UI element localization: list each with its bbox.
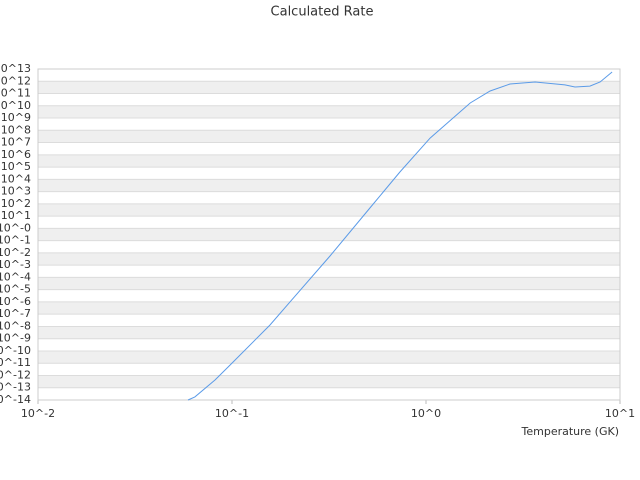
y-tick-label: 10^-4	[0, 270, 31, 283]
y-tick-label: 10^1	[1, 209, 31, 222]
grid-band	[38, 314, 620, 327]
grid-band	[38, 154, 620, 168]
grid-band	[38, 228, 620, 241]
x-tick-label: 10^-1	[215, 407, 249, 420]
y-tick-label: 10^-14	[0, 393, 31, 406]
y-tick-label: 10^7	[1, 136, 31, 149]
grid-band	[38, 203, 620, 217]
x-tick-label: 10^1	[605, 407, 635, 420]
y-tick-label: 10^3	[1, 185, 31, 198]
grid-band	[38, 142, 620, 155]
grid-band	[38, 265, 620, 278]
y-tick-label: 10^11	[0, 87, 31, 100]
x-axis-label: Temperature (GK)	[521, 425, 620, 438]
grid-band	[38, 179, 620, 192]
data-line	[187, 71, 613, 401]
grid-band	[38, 363, 620, 376]
grid-band	[38, 69, 620, 82]
grid-band	[38, 118, 620, 131]
y-tick-label: 10^-11	[0, 356, 31, 369]
y-tick-label: 10^8	[1, 123, 31, 136]
grid-band	[38, 375, 620, 388]
grid-band	[38, 81, 620, 94]
grid-band	[38, 191, 620, 204]
y-tick-label: 10^-13	[0, 381, 31, 394]
grid-band	[38, 105, 620, 119]
y-tick-label: 10^13	[0, 62, 31, 75]
grid-band	[38, 216, 620, 229]
grid-band	[38, 240, 620, 253]
y-tick-label: 10^-6	[0, 295, 31, 308]
grid-band	[38, 130, 620, 143]
grid-band	[38, 252, 620, 266]
y-tick-label: 10^10	[0, 99, 31, 112]
y-tick-label: 10^-9	[0, 332, 31, 345]
y-tick-label: 10^-5	[0, 283, 31, 296]
grid-band	[38, 93, 620, 106]
grid-band	[38, 277, 620, 290]
y-tick-label: 10^4	[1, 172, 31, 185]
y-tick-label: 10^-2	[0, 246, 31, 259]
x-tick-label: 10^-2	[21, 407, 55, 420]
grid-band	[38, 338, 620, 351]
plot-frame	[37, 68, 621, 401]
y-tick-label: 10^-10	[0, 344, 31, 357]
chart-title: Calculated Rate	[271, 5, 374, 20]
y-tick-label: 10^12	[0, 74, 31, 87]
x-tick-label: 10^0	[411, 407, 441, 420]
grid-band	[38, 326, 620, 339]
y-tick-label: 10^-7	[0, 307, 31, 320]
grid-band	[38, 350, 620, 364]
y-tick-label: 10^-3	[0, 258, 31, 271]
y-tick-label: 10^-1	[0, 234, 31, 247]
y-tick-label: 10^-12	[0, 368, 31, 381]
grid-band	[38, 289, 620, 302]
grid-band	[38, 301, 620, 315]
y-tick-label: 10^2	[1, 197, 31, 210]
grid-band	[38, 167, 620, 180]
y-tick-label: 10^-0	[0, 221, 31, 234]
y-tick-label: 10^6	[1, 148, 31, 161]
y-tick-label: 10^5	[1, 160, 31, 173]
y-tick-label: 10^-8	[0, 319, 31, 332]
y-tick-label: 10^9	[1, 111, 31, 124]
grid-band	[38, 387, 620, 400]
